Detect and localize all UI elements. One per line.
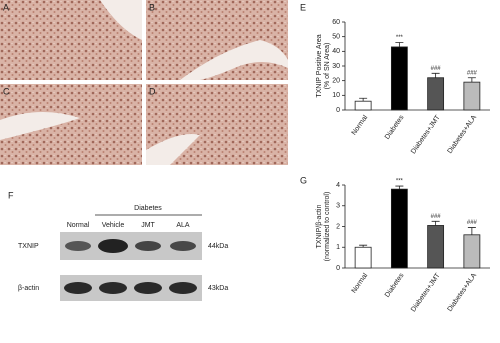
annotation: ###: [467, 70, 478, 76]
error-bar: [359, 97, 368, 102]
x-tick-label: Diabetes+ALA: [447, 272, 479, 313]
y-tick-label: 1: [336, 244, 340, 251]
y-axis-label: (normalized to control): [324, 192, 331, 262]
error-bar: [467, 77, 476, 83]
panel-label: D: [149, 86, 156, 96]
y-tick-label: 40: [332, 48, 340, 55]
x-tick-label: Diabetes+JMT: [410, 114, 442, 156]
lane-label: Normal: [67, 222, 90, 229]
error-bar: [467, 227, 476, 235]
x-tick-label: Normal: [351, 272, 370, 295]
lane-label: JMT: [141, 222, 155, 229]
lane-label: ALA: [176, 222, 190, 229]
size-label: 44kDa: [208, 243, 228, 250]
panel-label: A: [3, 2, 9, 12]
x-tick-label: Diabetes+ALA: [447, 114, 479, 155]
lane-label: Vehicle: [102, 222, 125, 229]
annotation: ***: [396, 179, 404, 185]
bar: [354, 100, 372, 111]
y-tick-label: 10: [332, 92, 340, 99]
bar: [427, 225, 445, 269]
y-tick-label: 30: [332, 63, 340, 70]
bar: [390, 46, 408, 111]
y-tick-label: 0: [336, 107, 340, 114]
y-tick-label: 60: [332, 19, 340, 26]
panel-label: C: [3, 86, 10, 96]
bar: [427, 77, 445, 111]
error-bar: [359, 244, 368, 248]
bar: [463, 81, 481, 111]
bar: [463, 234, 481, 269]
bar: [354, 246, 372, 269]
y-axis-label: TXNIP/β-actin: [316, 205, 323, 249]
y-tick-label: 0: [336, 265, 340, 272]
error-bar: [395, 42, 404, 47]
x-tick-label: Normal: [351, 114, 370, 137]
panel-label: G: [300, 175, 307, 185]
error-bar: [431, 72, 440, 78]
row-label: TXNIP: [18, 243, 39, 250]
y-axis-label: (% of SN Area): [324, 43, 331, 90]
panel-label: B: [149, 2, 155, 12]
annotation: ***: [396, 35, 404, 41]
error-bar: [395, 185, 404, 190]
x-tick-label: Diabetes+JMT: [410, 272, 442, 314]
row-label: β-actin: [18, 285, 39, 292]
micrographs: A B C D: [0, 0, 288, 165]
bar: [390, 188, 408, 269]
x-tick-label: Diabetes: [384, 114, 406, 141]
annotation: ###: [431, 66, 442, 72]
western-blot: F Diabetes Normal Vehicle JMT ALA TXNIP …: [8, 190, 228, 301]
panel-label: E: [300, 2, 306, 12]
x-tick-label: Diabetes: [384, 272, 406, 299]
group-label: Diabetes: [134, 205, 162, 212]
y-tick-label: 50: [332, 34, 340, 41]
error-bar: [431, 220, 440, 226]
panel-label: F: [8, 190, 14, 200]
y-axis-label: TXNIP Positive Area: [316, 34, 323, 97]
y-tick-label: 3: [336, 203, 340, 210]
annotation: ###: [431, 214, 442, 220]
size-label: 43kDa: [208, 285, 228, 292]
y-tick-label: 20: [332, 78, 340, 85]
y-tick-label: 2: [336, 223, 340, 230]
annotation: ###: [467, 220, 478, 226]
y-tick-label: 4: [336, 182, 340, 189]
